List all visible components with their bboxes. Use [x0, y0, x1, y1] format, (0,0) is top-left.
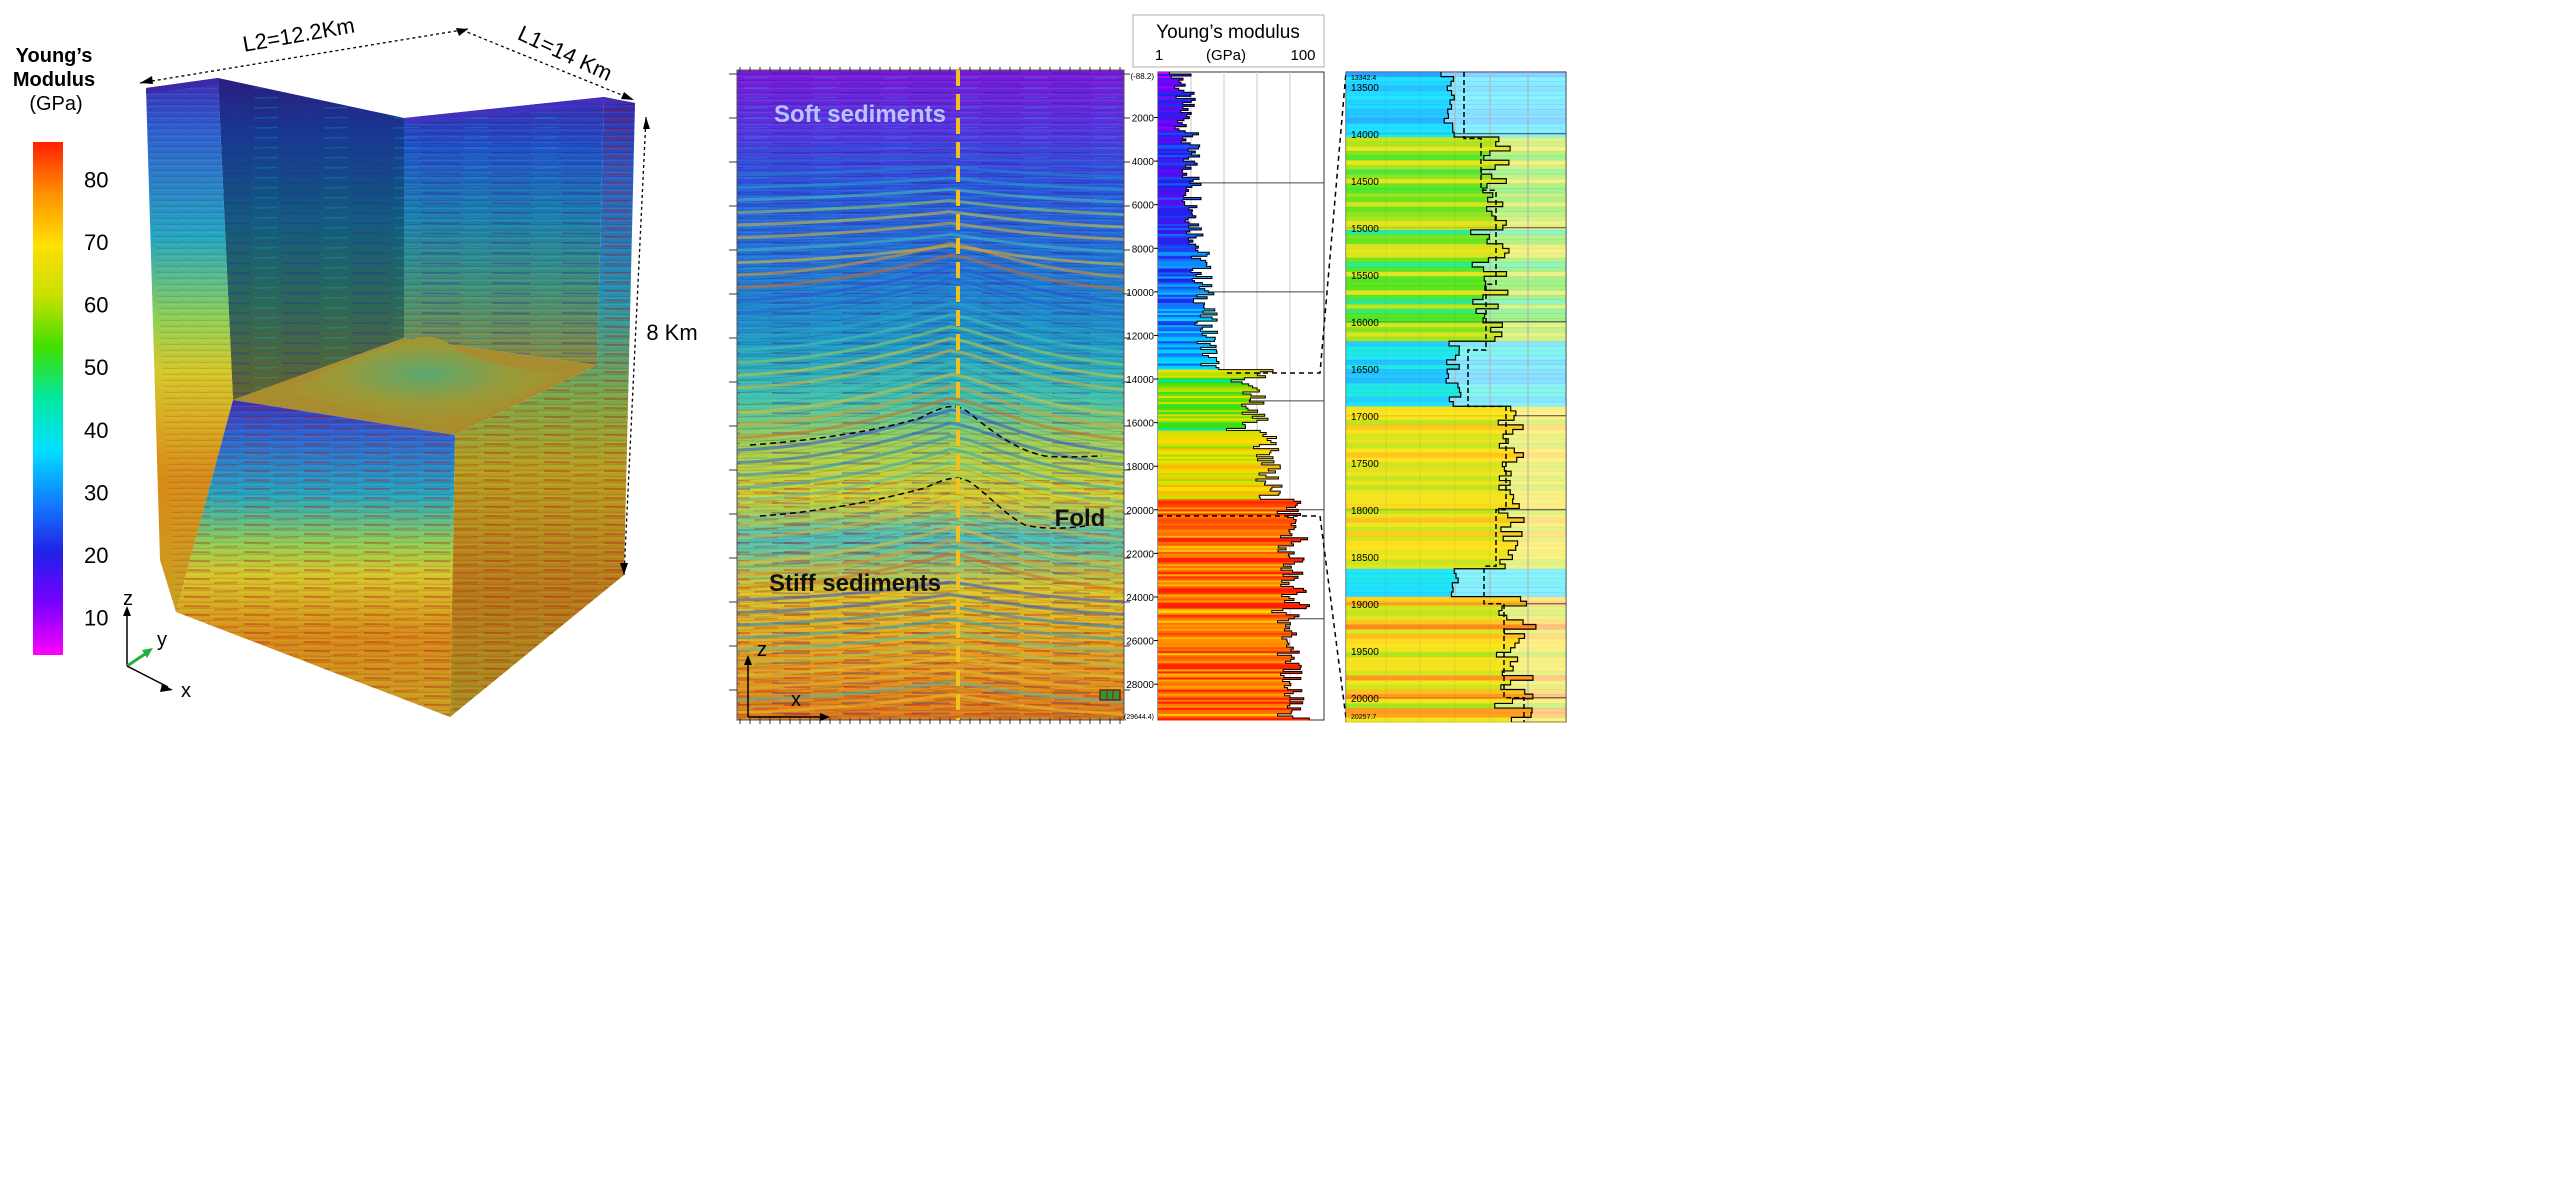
log-depth-tick-label: 18000 [1126, 462, 1154, 473]
zoom-log-panel: 13500 14000 14500 15000 15500 16000 16500 17000… [1345, 71, 1567, 723]
log-depth-tick-label: 24000 [1126, 593, 1154, 604]
cube-axis-x-label: x [181, 680, 191, 702]
fold-horizon-upper [749, 405, 1103, 458]
zoom-connector-top [1227, 71, 1347, 374]
cube-axis-z-label: z [123, 588, 133, 610]
log-depth-tick-label: 16000 [1126, 419, 1154, 430]
zoom-depth-tick-label: 15500 [1351, 271, 1379, 282]
well-log-panel: Young’s modulus 1 (GPa) 100 2000 4000 6000… [1124, 14, 1325, 721]
zoom-depth-tick-label: 18000 [1351, 506, 1379, 517]
zoom-depth-tick-label: 14500 [1351, 177, 1379, 188]
log-depth-tick-label: 14000 [1126, 375, 1154, 386]
zoom-top-value: 13342.4 [1351, 75, 1376, 82]
log-bottom-value: (29644.4) [1124, 714, 1154, 721]
zoom-depth-tick-label: 17000 [1351, 412, 1379, 423]
zoom-depth-tick-label: 16500 [1351, 365, 1379, 376]
cube-l2-dimension-line [139, 28, 469, 84]
log-depth-tick-label: 2000 [1132, 114, 1155, 125]
cube-l2-label: L2=12.2Km [241, 12, 357, 56]
colorbar-unit: (GPa) [29, 93, 82, 115]
colorbar-tick-label: 40 [84, 418, 108, 443]
zoom-depth-tick-label: 20000 [1351, 694, 1379, 705]
zoom-bottom-value: 20257.7 [1351, 714, 1376, 721]
zoom-depth-tick-label: 15000 [1351, 224, 1379, 235]
log-header-box [1132, 14, 1325, 68]
log-title: Young’s modulus [1156, 22, 1300, 43]
zoom-depth-axis: 13500 14000 14500 15000 15500 16000 16500 17000… [1351, 75, 1379, 721]
log-depth-tick-label: 20000 [1126, 506, 1154, 517]
log-depth-tick-label: 12000 [1126, 331, 1154, 342]
colorbar-title-line2: Modulus [13, 69, 95, 91]
log-depth-tick-label: 4000 [1132, 157, 1155, 168]
cube-3d: L2=12.2Km L1=14 Km 8 Km z y x [123, 12, 698, 717]
zoom-connector-bottom [1158, 515, 1347, 719]
log-depth-axis: 2000 4000 6000 8000 10000 12000 14000 16000 1800… [1124, 72, 1158, 721]
log-depth-tick-label: 10000 [1126, 288, 1154, 299]
fold-label: Fold [1055, 505, 1106, 532]
colorbar-tick-label: 70 [84, 230, 108, 255]
cube-l1-dimension-line [461, 29, 635, 101]
colorbar-tick-label: 80 [84, 168, 108, 193]
log-depth-tick-label: 8000 [1132, 244, 1155, 255]
log-depth-tick-label: 22000 [1126, 549, 1154, 560]
soft-sediments-label: Soft sediments [774, 101, 946, 128]
colorbar-ticks: 80 70 60 50 40 30 20 10 [84, 168, 108, 631]
section-axis-triad: z x [744, 639, 830, 721]
stiff-sediments-label: Stiff sediments [769, 570, 941, 597]
cube-fold-mound [280, 336, 570, 430]
cube-depth-dimension-line [623, 116, 647, 576]
log-scale-max: 100 [1290, 47, 1315, 64]
zoom-curve [1346, 71, 1537, 723]
zoom-depth-tick-label: 13500 [1351, 83, 1379, 94]
cube-depth-label: 8 Km [646, 320, 697, 345]
colorbar: Young’s Modulus (GPa) 80 70 60 50 40 30 20 10 [13, 45, 108, 655]
log-top-value: (-88.2) [1130, 72, 1154, 81]
log-depth-tick-label: 28000 [1126, 680, 1154, 691]
colorbar-title-line1: Young’s [16, 45, 93, 67]
colorbar-tick-label: 30 [84, 480, 108, 505]
cross-section: Soft sediments Stiff sediments Fold z x [729, 67, 1130, 724]
zoom-depth-tick-label: 18500 [1351, 553, 1379, 564]
colorbar-tick-label: 50 [84, 355, 108, 380]
log-depth-tick-label: 6000 [1132, 201, 1155, 212]
zoom-depth-tick-label: 19500 [1351, 647, 1379, 658]
log-scale-min: 1 [1155, 47, 1163, 64]
log-depth-tick-label: 26000 [1126, 637, 1154, 648]
colorbar-tick-label: 20 [84, 543, 108, 568]
zoom-depth-tick-label: 17500 [1351, 459, 1379, 470]
log-scale-unit: (GPa) [1206, 47, 1246, 64]
zoom-depth-tick-label: 16000 [1351, 318, 1379, 329]
colorbar-tick-label: 10 [84, 605, 108, 630]
cube-axis-y-label: y [157, 629, 167, 651]
cube-l1-label: L1=14 Km [514, 21, 616, 86]
fold-layers [737, 142, 1124, 720]
section-tick-marks [729, 67, 1130, 724]
zoom-depth-tick-label: 19000 [1351, 600, 1379, 611]
section-axis-x-label: x [791, 689, 801, 711]
colorbar-tick-label: 60 [84, 293, 108, 318]
colorbar-bar [33, 142, 63, 655]
section-scale-marker [1099, 689, 1121, 701]
cube-axis-triad: z y x [123, 588, 191, 702]
fold-horizon-lower [759, 477, 1086, 529]
log-curve [1158, 72, 1310, 721]
zoom-depth-tick-label: 14000 [1351, 130, 1379, 141]
section-axis-z-label: z [757, 639, 767, 661]
